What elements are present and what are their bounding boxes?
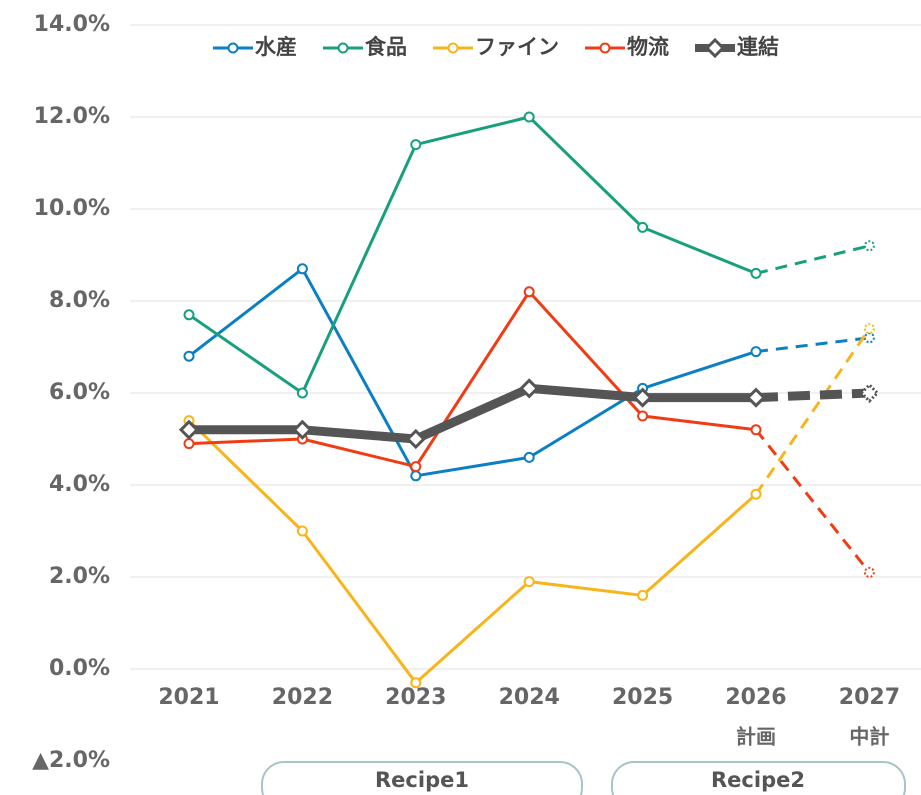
legend-marker bbox=[599, 42, 611, 54]
x-tick-label: 2026 bbox=[725, 685, 786, 710]
series-line bbox=[188, 115, 757, 395]
series-line bbox=[755, 336, 870, 354]
marker bbox=[292, 419, 313, 440]
x-tick-label: 2023 bbox=[385, 685, 446, 710]
series-line bbox=[755, 244, 870, 275]
marker bbox=[750, 346, 762, 358]
marker bbox=[745, 387, 767, 408]
legend-marker bbox=[337, 42, 349, 54]
marker bbox=[410, 461, 422, 473]
series-line bbox=[188, 267, 757, 478]
group-label: Recipe1 bbox=[375, 768, 469, 792]
legend-marker bbox=[447, 42, 459, 54]
marker bbox=[296, 525, 308, 537]
y-tick-label: ▲2.0% bbox=[32, 748, 110, 773]
y-tick-label: 8.0% bbox=[49, 288, 110, 313]
legend-label: 食品 bbox=[365, 35, 407, 59]
marker bbox=[523, 286, 535, 298]
marker bbox=[863, 566, 875, 578]
marker bbox=[296, 387, 308, 399]
marker bbox=[637, 410, 649, 422]
marker bbox=[410, 470, 422, 482]
marker bbox=[410, 139, 422, 151]
series-line bbox=[188, 290, 757, 469]
group-box bbox=[261, 761, 583, 795]
x-tick-label: 2022 bbox=[272, 685, 333, 710]
marker bbox=[523, 111, 535, 123]
marker bbox=[859, 382, 880, 404]
x-tick-sublabel: 計画 bbox=[736, 725, 776, 749]
marker bbox=[523, 576, 535, 588]
legend-label: ファイン bbox=[475, 35, 559, 59]
marker bbox=[405, 428, 426, 450]
group-box bbox=[611, 761, 906, 795]
marker bbox=[523, 451, 535, 463]
y-tick-label: 10.0% bbox=[34, 196, 110, 221]
marker bbox=[183, 309, 195, 321]
marker bbox=[750, 267, 762, 279]
y-tick-label: 12.0% bbox=[34, 104, 110, 129]
series-line bbox=[754, 327, 871, 496]
marker bbox=[750, 424, 762, 436]
marker bbox=[183, 350, 195, 362]
legend-marker bbox=[704, 37, 726, 59]
x-tick-label: 2027 bbox=[839, 685, 900, 710]
marker bbox=[750, 488, 762, 500]
marker bbox=[637, 221, 649, 233]
series-line bbox=[755, 388, 870, 403]
marker bbox=[519, 378, 540, 399]
legend-label: 物流 bbox=[627, 35, 669, 59]
x-tick-label: 2025 bbox=[612, 685, 673, 710]
y-tick-label: 14.0% bbox=[34, 12, 110, 37]
y-tick-label: 0.0% bbox=[49, 656, 110, 681]
marker bbox=[410, 677, 422, 689]
marker bbox=[183, 438, 195, 450]
legend-label: 水産 bbox=[255, 35, 297, 59]
series-line bbox=[187, 419, 757, 685]
legend-label: 連結 bbox=[737, 35, 779, 59]
series-line bbox=[754, 428, 871, 574]
series-line bbox=[189, 383, 756, 444]
legend-marker bbox=[227, 42, 239, 54]
marker bbox=[178, 419, 200, 440]
marker bbox=[863, 323, 875, 335]
marker bbox=[863, 240, 875, 252]
marker bbox=[632, 387, 653, 408]
marker bbox=[863, 332, 875, 344]
x-tick-label: 2024 bbox=[499, 685, 560, 710]
y-tick-label: 4.0% bbox=[49, 472, 110, 497]
marker bbox=[637, 589, 649, 601]
x-tick-label: 2021 bbox=[158, 685, 219, 710]
y-tick-label: 6.0% bbox=[49, 380, 110, 405]
y-tick-label: 2.0% bbox=[49, 564, 110, 589]
x-tick-sublabel: 中計 bbox=[849, 725, 889, 749]
group-label: Recipe2 bbox=[711, 768, 805, 792]
marker bbox=[296, 263, 308, 275]
